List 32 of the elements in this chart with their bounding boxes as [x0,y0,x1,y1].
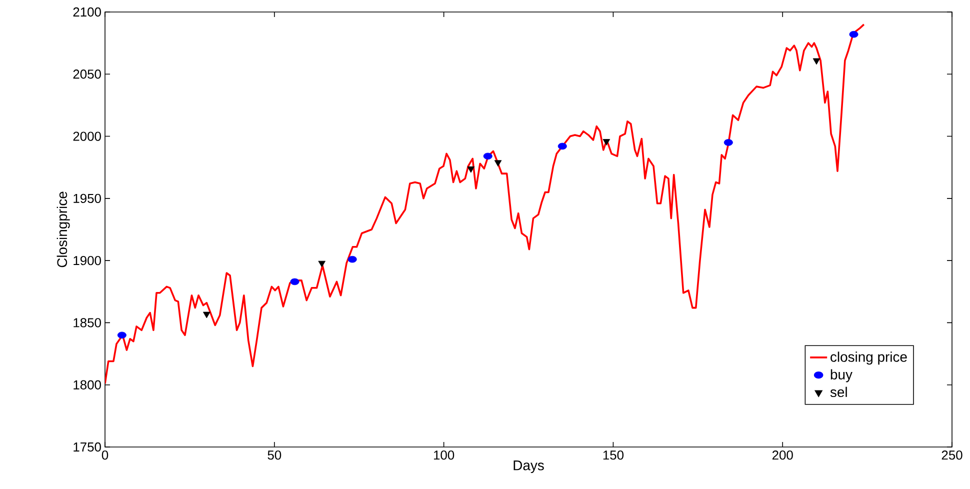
point [849,30,858,38]
point [812,58,820,65]
point [483,152,492,160]
x-tick-label: 50 [268,450,282,460]
x-tick-label: 0 [102,450,108,460]
point [318,260,326,268]
x-axis-title: Days [514,460,544,474]
y-tick-label: 1850 [74,318,101,328]
point [467,166,475,173]
y-tick-label: 2050 [73,70,101,79]
legend-label: sel [830,386,847,398]
legend-label: closing price [830,352,907,365]
point [290,278,300,286]
x-tick-label: 150 [603,450,624,460]
point [558,142,567,150]
point [117,332,126,339]
y-tick-label: 2100 [73,7,101,17]
y-tick-label: 1800 [74,380,101,390]
y-tick-label: 1750 [74,442,101,452]
point [202,312,210,318]
x-tick-label: 200 [772,450,793,460]
point [724,139,733,146]
y-tick-label: 1950 [74,194,101,204]
y-tick-label: 1900 [74,256,101,266]
x-tick-label: 250 [942,450,962,460]
legend-label: buy [830,369,852,382]
y-axis-title: Closingprice [56,192,70,268]
y-tick-label: 2000 [73,132,101,141]
point [348,256,357,263]
point [602,139,610,146]
x-tick-label: 100 [434,450,454,460]
point [494,160,502,167]
